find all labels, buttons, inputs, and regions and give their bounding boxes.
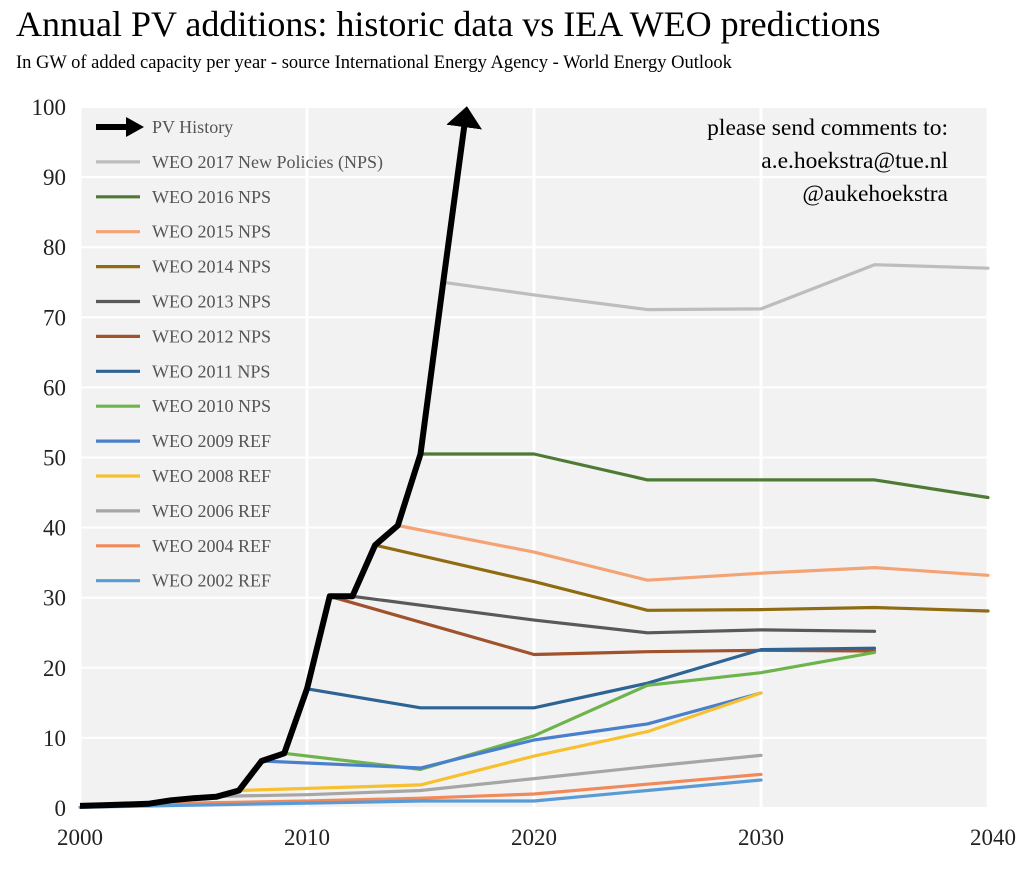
comments-handle: @aukehoekstra [802, 181, 948, 207]
series-layer [78, 106, 990, 809]
legend-label: WEO 2012 NPS [152, 326, 271, 346]
series-line [418, 452, 990, 500]
legend-label: WEO 2015 NPS [152, 222, 271, 242]
y-tick-label: 50 [43, 446, 66, 471]
series-line [260, 691, 763, 770]
y-tick-label: 100 [32, 95, 67, 120]
legend-label: WEO 2004 REF [152, 536, 271, 556]
x-tick-label: 2020 [511, 825, 557, 850]
legend-label: WEO 2009 REF [152, 431, 271, 451]
comments-line: please send comments to: [707, 115, 948, 141]
chart-subtitle: In GW of added capacity per year - sourc… [16, 53, 732, 73]
series-line [237, 691, 763, 793]
y-tick-label: 70 [43, 305, 66, 330]
series-line [396, 523, 990, 582]
legend-label: WEO 2013 NPS [152, 292, 271, 312]
series-line [373, 543, 990, 613]
legend: PV History WEO 2017 New Policies (NPS) WEO… [96, 117, 383, 591]
comments-note: please send comments to: a.e.hoekstra@tu… [707, 112, 948, 211]
legend-label: WEO 2014 NPS [152, 257, 271, 277]
legend-label: WEO 2006 REF [152, 501, 271, 521]
legend-label: WEO 2002 REF [152, 571, 271, 591]
y-tick-label: 20 [43, 656, 66, 681]
x-tick-label: 2010 [284, 825, 330, 850]
y-tick-label: 40 [43, 516, 66, 541]
legend-label: PV History [152, 117, 233, 137]
legend-arrow-icon [126, 117, 144, 137]
chart-title: Annual PV additions: historic data vs IE… [16, 4, 881, 44]
series-line [146, 772, 763, 806]
gridlines [78, 106, 990, 809]
legend-label: WEO 2016 NPS [152, 187, 271, 207]
series-line-pv-history [79, 106, 482, 809]
y-tick-label: 90 [43, 165, 66, 190]
y-tick-label: 0 [55, 796, 67, 821]
series-line [191, 753, 763, 799]
x-tick-label: 2040 [970, 825, 1016, 850]
legend-label: WEO 2011 NPS [152, 361, 270, 381]
y-tick-label: 30 [43, 586, 66, 611]
legend-label: WEO 2017 New Policies (NPS) [152, 152, 383, 173]
legend-label: WEO 2010 NPS [152, 396, 271, 416]
legend-label: WEO 2008 REF [152, 466, 271, 486]
y-tick-label: 80 [43, 235, 66, 260]
series-line [78, 778, 763, 809]
x-tick-label: 2000 [57, 825, 103, 850]
x-tick-label: 2030 [738, 825, 784, 850]
comments-email: a.e.hoekstra@tue.nl [761, 148, 948, 174]
series-line [350, 594, 877, 635]
y-tick-label: 60 [43, 375, 66, 400]
y-tick-label: 10 [43, 726, 66, 751]
series-line [305, 646, 877, 710]
series-line [441, 263, 990, 312]
